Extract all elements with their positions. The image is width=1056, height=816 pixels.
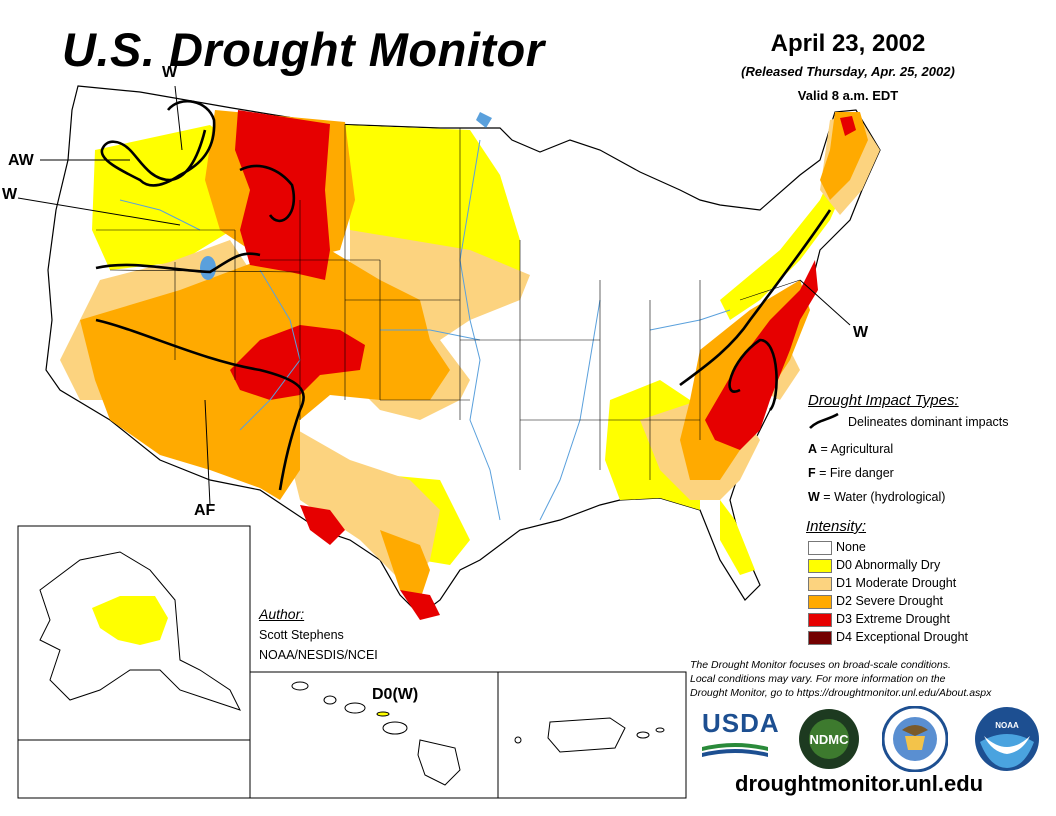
lake-of-the-woods	[476, 112, 492, 128]
noaa-logo-icon: NOAA	[975, 707, 1039, 771]
release-date: (Released Thursday, Apr. 25, 2002)	[741, 64, 955, 79]
impact-label-east-w: W	[853, 324, 869, 341]
valid-time: Valid 8 a.m. EDT	[797, 88, 899, 103]
hawaii-inset	[249, 671, 499, 799]
doc-seal-logo[interactable]	[881, 705, 949, 777]
impact-code: W	[808, 490, 820, 504]
intensity-legend-title: Intensity:	[806, 518, 867, 535]
intensity-label: D4 Exceptional Drought	[836, 630, 969, 644]
intensity-swatch	[808, 577, 832, 591]
impact-label-nw-aw: AW	[8, 152, 34, 169]
legend-impact-fire: F = Fire danger	[808, 466, 894, 480]
impact-desc: = Water (hydrological)	[823, 490, 946, 504]
ndmc-logo-icon: NDMC	[799, 709, 859, 769]
intensity-swatch	[808, 541, 832, 555]
impact-leader-lines	[17, 85, 851, 506]
impact-code: A	[808, 442, 818, 456]
intensity-label: D0 Abnormally Dry	[836, 558, 941, 572]
commerce-seal-icon	[881, 705, 949, 773]
usda-logo-hills-icon	[702, 743, 768, 757]
state-borders	[96, 124, 801, 480]
intensity-swatch	[808, 613, 832, 627]
usda-logo[interactable]: USDA	[702, 708, 780, 758]
impact-desc: = Agricultural	[820, 442, 894, 456]
map-date: April 23, 2002	[770, 30, 926, 57]
intensity-label: D1 Moderate Drought	[836, 576, 957, 590]
d3-regions	[230, 110, 856, 620]
puerto-rico-inset	[497, 671, 687, 799]
noaa-logo[interactable]: NOAA	[974, 706, 1040, 777]
legend-impact-agricultural: A = Agricultural	[808, 442, 893, 456]
legend-impact-line	[809, 412, 839, 429]
legend-impact-water: W = Water (hydrological)	[808, 490, 945, 504]
impact-delineations	[95, 100, 832, 491]
intensity-swatch	[808, 559, 832, 573]
author-name: Scott Stephens	[259, 628, 344, 642]
intensity-label: D2 Severe Drought	[836, 594, 944, 608]
author-title: Author:	[259, 606, 305, 622]
alaska-inset	[17, 525, 251, 799]
impact-code: F	[808, 466, 816, 480]
website-link[interactable]: droughtmonitor.unl.edu	[735, 771, 984, 796]
ndmc-logo[interactable]: NDMC	[798, 708, 860, 775]
note-line-2: Local conditions may vary. For more info…	[690, 673, 946, 685]
impact-label-hawaii: D0(W)	[372, 686, 419, 703]
impact-label-nw-w: W	[162, 64, 178, 81]
note-line-3: Drought Monitor, go to https://droughtmo…	[690, 687, 992, 699]
great-salt-lake	[200, 256, 216, 280]
legend-delineates: Delineates dominant impacts	[848, 415, 1009, 429]
alaska-d0	[92, 596, 168, 645]
author-org: NOAA/NESDIS/NCEI	[259, 648, 378, 662]
intensity-label: D3 Extreme Drought	[836, 612, 950, 626]
impact-desc: = Fire danger	[819, 466, 894, 480]
impact-label-sw-af: AF	[194, 502, 216, 519]
intensity-swatch	[808, 631, 832, 645]
page-title: U.S. Drought Monitor	[62, 23, 545, 76]
intensity-label: None	[836, 540, 866, 554]
ndmc-logo-text: NDMC	[810, 732, 850, 747]
impact-label-nw-w2: W	[2, 186, 18, 203]
intensity-swatch	[808, 595, 832, 609]
usda-logo-text: USDA	[702, 708, 780, 738]
noaa-logo-text: NOAA	[995, 721, 1019, 730]
impact-legend-title: Drought Impact Types:	[808, 392, 959, 409]
note-line-1: The Drought Monitor focuses on broad-sca…	[690, 659, 951, 671]
